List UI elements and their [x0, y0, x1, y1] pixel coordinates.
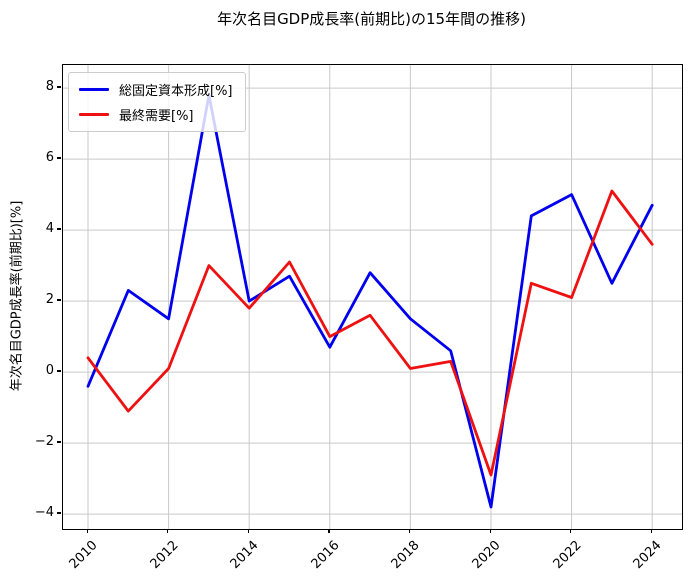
- y-tick: [57, 86, 61, 88]
- y-tick: [57, 370, 61, 372]
- y-tick-label: 8: [45, 79, 54, 95]
- legend-label: 総固定資本形成[%]: [119, 84, 233, 99]
- y-tick-label: 0: [45, 363, 54, 379]
- x-tick-label: 2024: [630, 538, 665, 573]
- y-tick-label: −2: [34, 434, 54, 450]
- y-tick: [57, 157, 61, 159]
- x-tick: [570, 529, 572, 533]
- legend: 総固定資本形成[%] 最終需要[%]: [68, 72, 246, 132]
- y-tick: [57, 441, 61, 443]
- legend-line-icon: [79, 88, 109, 91]
- x-tick-label: 2012: [147, 538, 182, 573]
- chart-title: 年次名目GDP成長率(前期比)の15年間の推移): [217, 10, 526, 28]
- y-tick: [57, 512, 61, 514]
- series-line-0: [86, 93, 654, 509]
- x-tick: [408, 529, 411, 533]
- plot-area: 総固定資本形成[%] 最終需要[%]: [62, 64, 683, 530]
- x-tick-label: 2010: [66, 538, 101, 573]
- plot-svg: [63, 65, 682, 529]
- x-tick-label: 2016: [308, 538, 343, 573]
- legend-entry-1: 最終需要[%]: [79, 105, 233, 124]
- x-tick: [328, 529, 330, 533]
- x-tick: [650, 529, 653, 533]
- y-tick-label: 2: [45, 292, 54, 308]
- y-tick: [57, 299, 61, 301]
- x-tick: [247, 529, 250, 533]
- y-tick: [57, 228, 61, 230]
- x-tick-label: 2022: [550, 538, 585, 573]
- x-tick-label: 2020: [469, 538, 504, 573]
- legend-entry-0: 総固定資本形成[%]: [79, 80, 233, 99]
- x-tick: [167, 529, 169, 533]
- x-tick: [86, 529, 88, 533]
- legend-label: 最終需要[%]: [119, 109, 194, 124]
- series-line-1: [86, 189, 654, 477]
- y-tick-label: 6: [45, 150, 54, 166]
- x-tick-label: 2014: [227, 538, 262, 573]
- y-tick-label: −4: [34, 505, 54, 521]
- legend-line-icon: [79, 113, 109, 116]
- x-tick-label: 2018: [388, 538, 423, 573]
- y-tick-label: 4: [45, 221, 54, 237]
- x-tick: [489, 529, 491, 533]
